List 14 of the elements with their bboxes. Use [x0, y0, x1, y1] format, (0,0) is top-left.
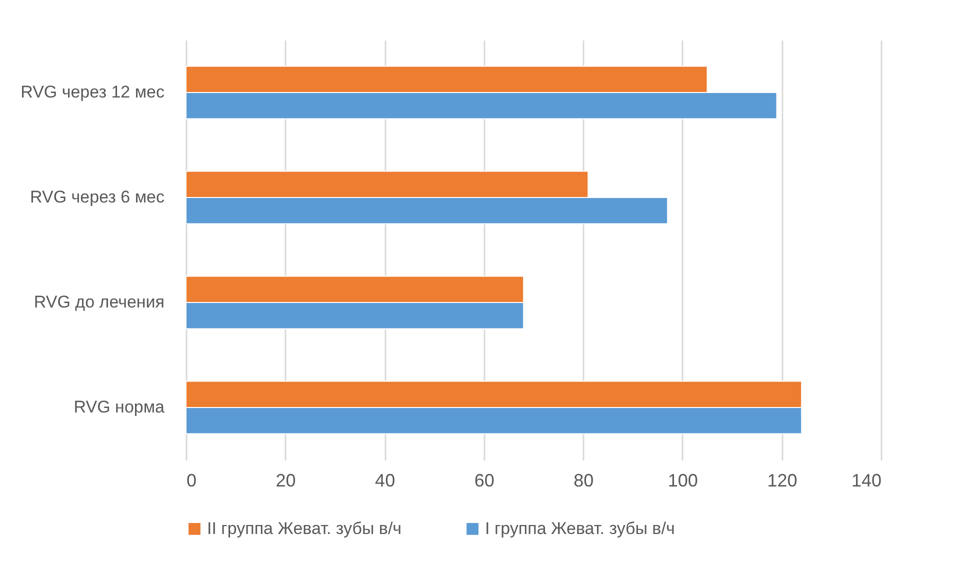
y-tick-label: RVG до лечения [34, 292, 164, 312]
legend-label: II группа Жеват. зубы в/ч [207, 518, 402, 538]
x-tick-label: 40 [375, 470, 396, 490]
y-tick-label: RVG через 6 мес [30, 188, 165, 206]
x-tick-label: 120 [767, 470, 798, 490]
x-tick-label: 140 [851, 470, 882, 490]
x-tick-label: 100 [668, 470, 698, 490]
y-tick-label: RVG через 12 мес [20, 82, 165, 102]
x-tick-label: 0 [186, 470, 197, 490]
legend-label: I группа Жеват. зубы в/ч [485, 518, 675, 538]
x-tick-label: 80 [574, 470, 594, 490]
x-tick-label: 20 [276, 470, 296, 490]
y-tick-label: RVG норма [74, 398, 166, 416]
x-tick-label: 60 [474, 470, 494, 490]
